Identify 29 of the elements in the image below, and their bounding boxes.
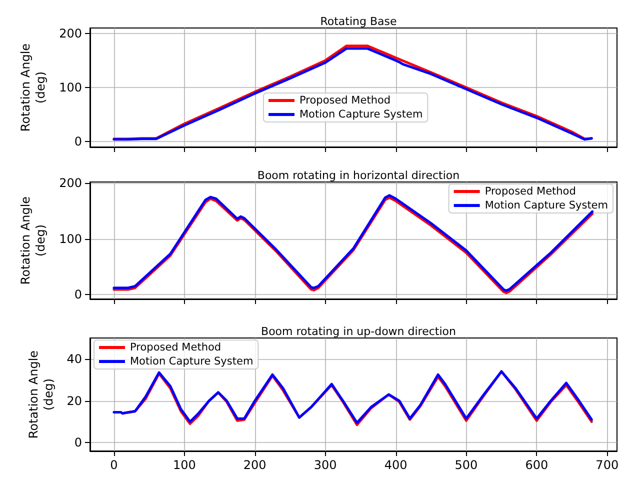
legend-label: Proposed Method [300, 94, 391, 106]
x-tick-label: 200 [243, 458, 266, 472]
y-tick-label: 100 [59, 80, 82, 94]
y-axis-title: Rotation Angle (deg) [18, 43, 48, 132]
y-tick-label: 40 [66, 352, 82, 366]
legend-label: Proposed Method [130, 342, 222, 354]
chart-title: Boom rotating in up-down direction [261, 325, 456, 338]
y-tick-label: 200 [59, 26, 82, 40]
legend-label: Proposed Method [484, 186, 576, 198]
x-tick-label: 100 [172, 458, 196, 472]
x-tick-label: 300 [314, 458, 337, 472]
y-tick-label: 200 [59, 176, 82, 190]
chart-title: Rotating Base [320, 15, 397, 28]
y-tick-label: 0 [74, 134, 82, 149]
legend-label: Motion Capture System [130, 356, 254, 368]
x-tick-label: 700 [596, 458, 619, 472]
x-tick-label: 0 [110, 458, 118, 472]
y-tick-label: 0 [74, 436, 82, 450]
y-tick-label: 20 [66, 394, 82, 408]
chart-title: Boom rotating in horizontal direction [257, 169, 460, 182]
x-tick-label: 400 [384, 458, 408, 472]
y-tick-label: 0 [74, 288, 82, 302]
legend-label: Motion Capture System [484, 200, 608, 212]
y-axis-title: Rotation Angle (deg) [18, 196, 48, 285]
y-axis-title: Rotation Angle (deg) [26, 350, 56, 439]
legend-label: Motion Capture System [300, 108, 423, 120]
x-tick-label: 600 [525, 458, 548, 472]
x-tick-label: 500 [454, 458, 478, 472]
y-tick-label: 100 [59, 232, 82, 246]
